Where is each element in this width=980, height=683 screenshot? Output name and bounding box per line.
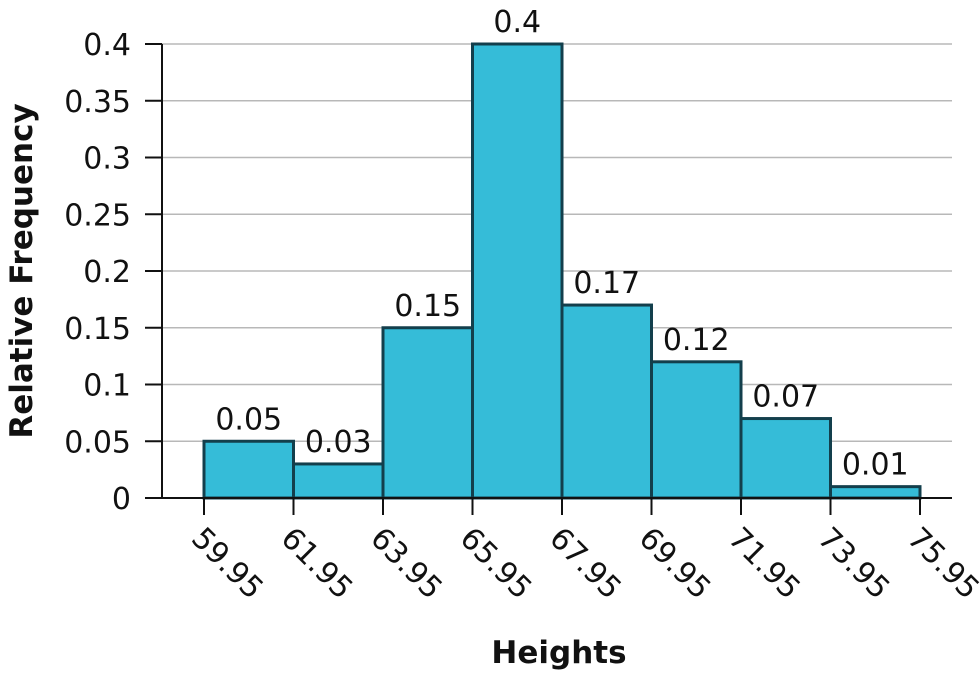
y-tick-label: 0.1: [83, 369, 131, 404]
bar-value-label: 0.07: [752, 380, 819, 415]
bar-value-label: 0.4: [493, 5, 541, 40]
y-tick-label: 0.25: [64, 198, 131, 233]
x-tick-label: 75.95: [900, 521, 980, 606]
histogram-bar: [739, 417, 832, 500]
bar-value-label: 0.05: [215, 402, 282, 437]
x-tick-label: 69.95: [632, 521, 717, 606]
x-tick-label: 61.95: [274, 521, 359, 606]
histogram-bar: [650, 360, 743, 500]
bar-value-label: 0.15: [394, 289, 461, 324]
x-tick-label: 63.95: [363, 521, 448, 606]
y-tick-label: 0.35: [64, 85, 131, 120]
axes: [145, 43, 952, 515]
bars: [202, 42, 922, 500]
histogram-bar: [381, 326, 474, 500]
y-tick-label: 0.15: [64, 312, 131, 347]
x-tick-label: 73.95: [811, 521, 896, 606]
y-axis-label: Relative Frequency: [4, 103, 40, 438]
y-tick-label: 0.05: [64, 425, 131, 460]
y-tick-label: 0: [112, 482, 131, 517]
x-tick-label: 59.95: [184, 521, 269, 606]
x-tick-label: 67.95: [542, 521, 627, 606]
x-tick-label: 65.95: [453, 521, 538, 606]
bar-value-label: 0.03: [305, 425, 372, 460]
histogram-bar: [471, 42, 564, 500]
y-tick-label: 0.3: [83, 142, 131, 177]
histogram-bar: [292, 462, 385, 500]
histogram-bar: [202, 439, 295, 500]
y-tick-label: 0.2: [83, 255, 131, 290]
bar-value-label: 0.12: [663, 323, 730, 358]
histogram-bar: [560, 303, 653, 500]
y-tick-label: 0.4: [83, 28, 131, 63]
x-tick-label: 71.95: [721, 521, 806, 606]
bar-value-label: 0.01: [842, 448, 909, 483]
histogram-bar: [829, 485, 922, 500]
bar-value-label: 0.17: [573, 266, 640, 301]
x-axis-label: Heights: [491, 635, 626, 671]
